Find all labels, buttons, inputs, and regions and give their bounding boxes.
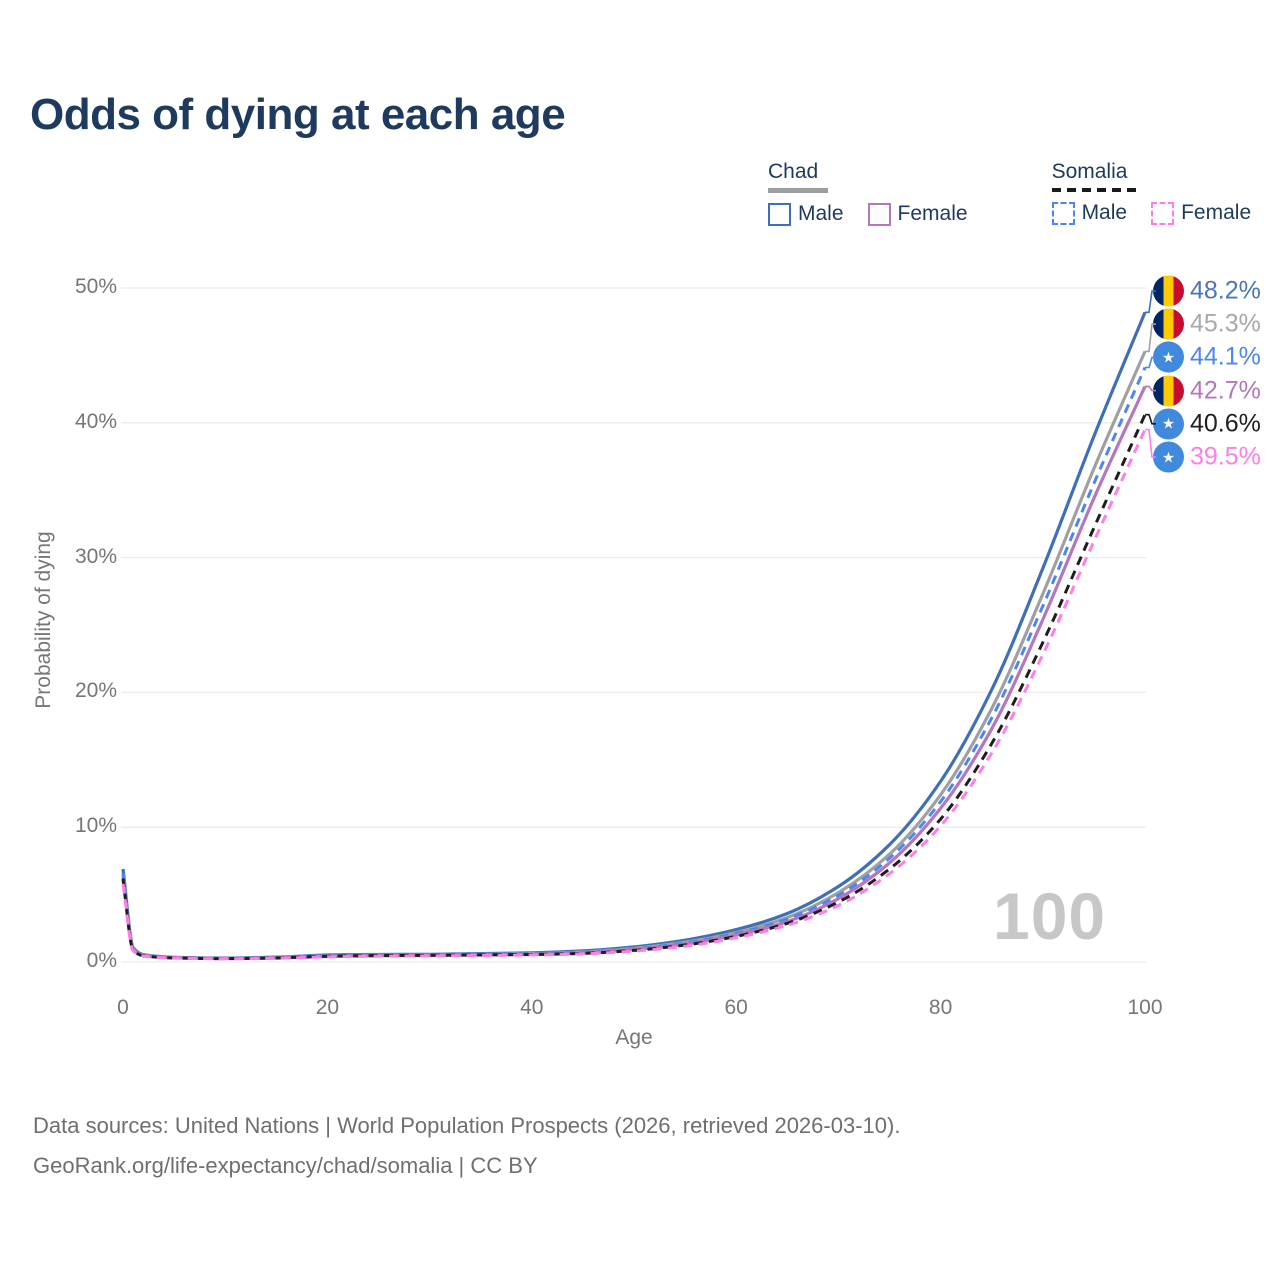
series-line-somalia-female[interactable] <box>121 428 1147 961</box>
chad-line-style-swatch <box>768 188 828 193</box>
legend-item-somalia-male[interactable]: Male <box>1051 201 1128 225</box>
leader-line-chad-female <box>1145 385 1156 392</box>
legend-item-chad-female[interactable]: Female <box>867 202 968 226</box>
series-line-chad-female[interactable] <box>121 385 1147 961</box>
leader-line-chad-male <box>1145 290 1156 314</box>
x-axis-title: Age <box>615 1026 653 1049</box>
chart-title: Odds of dying at each age <box>30 90 566 139</box>
chad-flag-icon <box>1153 275 1184 307</box>
leader-line-somalia-both-sexes <box>1145 413 1156 425</box>
x-tick-label-80: 80 <box>928 996 953 1019</box>
end-label-chad-both-sexes: 45.3% <box>1153 308 1261 340</box>
somalia-flag-icon: ★ <box>1153 341 1184 373</box>
leader-line-somalia-male <box>1145 356 1156 369</box>
legend-group-chad: Chad Male Female <box>768 160 968 226</box>
y-tick-label-40%: 40% <box>74 409 117 433</box>
legend-item-somalia-female[interactable]: Female <box>1151 201 1251 225</box>
end-label-value: 39.5% <box>1190 442 1261 471</box>
footer-attribution: GeoRank.org/life-expectancy/chad/somalia… <box>33 1153 538 1178</box>
end-label-value: 48.2% <box>1190 276 1261 305</box>
x-tick-label-60: 60 <box>724 996 748 1019</box>
y-tick-label-10%: 10% <box>74 814 117 838</box>
end-label-somalia-male: ★ 44.1% <box>1153 341 1261 373</box>
y-tick-label-0%: 0% <box>86 949 117 972</box>
leader-line-somalia-female <box>1145 428 1156 458</box>
x-tick-label-20: 20 <box>315 996 340 1019</box>
leader-line-chad-both-sexes <box>1145 323 1156 353</box>
series-line-chad-both-sexes[interactable] <box>121 350 1147 960</box>
legend-item-chad-male[interactable]: Male <box>768 202 844 226</box>
chad-female-swatch-icon <box>867 202 891 226</box>
somalia-flag-icon: ★ <box>1153 441 1184 473</box>
end-label-value: 40.6% <box>1190 409 1261 438</box>
series-line-chad-male[interactable] <box>121 311 1147 960</box>
end-label-chad-female: 42.7% <box>1153 375 1261 407</box>
end-label-value: 45.3% <box>1190 309 1261 338</box>
x-tick-label-100: 100 <box>1127 996 1163 1019</box>
somalia-line-style-swatch <box>1051 188 1142 192</box>
footer: Data sources: United Nations | World Pop… <box>33 1106 900 1186</box>
somalia-female-swatch-icon <box>1151 201 1175 225</box>
legend-item-label: Female <box>1181 201 1252 224</box>
y-tick-label-20%: 20% <box>74 679 117 703</box>
footer-data-sources: Data sources: United Nations | World Pop… <box>33 1113 901 1138</box>
legend-group-somalia-label: Somalia <box>1051 160 1128 183</box>
legend-item-label: Male <box>1081 201 1128 224</box>
end-label-somalia-both-sexes: ★ 40.6% <box>1153 408 1261 440</box>
y-axis-title: Probability of dying <box>32 531 55 709</box>
y-tick-label-50%: 50% <box>74 275 117 298</box>
series-line-somalia-male[interactable] <box>121 366 1147 960</box>
somalia-flag-icon: ★ <box>1153 408 1184 440</box>
somalia-male-swatch-icon <box>1051 201 1075 225</box>
legend-item-label: Male <box>798 202 844 225</box>
x-tick-label-40: 40 <box>520 996 544 1019</box>
end-label-value: 44.1% <box>1190 342 1261 371</box>
chad-flag-icon <box>1153 308 1184 340</box>
legend-group-somalia: Somalia Male Female <box>1051 160 1251 226</box>
age-watermark: 100 <box>993 879 1107 953</box>
end-label-value: 42.7% <box>1190 376 1261 405</box>
x-tick-label-0: 0 <box>117 996 129 1019</box>
legend-item-label: Female <box>897 202 968 225</box>
chad-male-swatch-icon <box>768 202 791 226</box>
legend: Chad Male Female Somalia Male <box>768 160 1251 226</box>
chad-flag-icon <box>1153 375 1184 407</box>
legend-group-chad-label: Chad <box>768 160 819 183</box>
end-label-chad-male: 48.2% <box>1153 275 1261 307</box>
y-tick-label-30%: 30% <box>74 544 117 568</box>
end-label-somalia-female: ★ 39.5% <box>1153 441 1261 473</box>
